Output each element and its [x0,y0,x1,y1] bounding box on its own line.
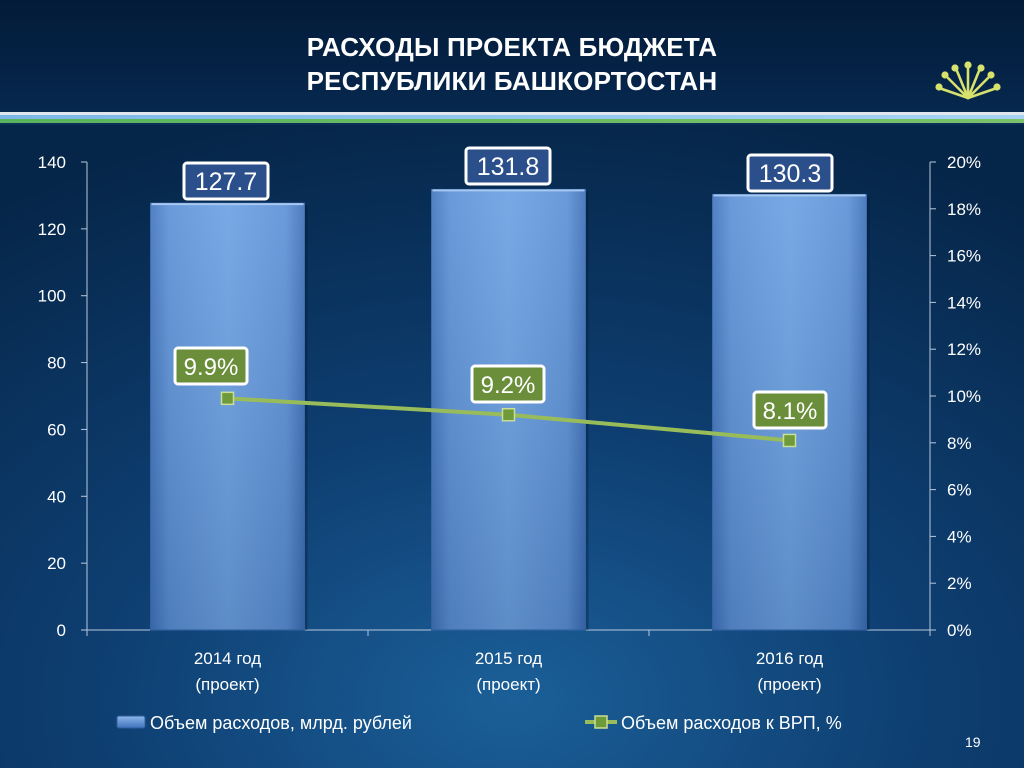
category-label: (проект) [195,675,259,694]
category-label: 2016 год [756,649,823,668]
kurai-flower-icon [935,61,1001,100]
bar-value-label: 131.8 [477,153,540,181]
header-band [0,0,1024,116]
legend-line-label: Объем расходов к ВРП, % [621,713,842,733]
left-tick-label: 0 [57,621,66,640]
bar-value-label: 127.7 [195,168,258,196]
left-tick-label: 40 [47,487,66,506]
right-tick-label: 6% [947,481,972,500]
line-value-label: 9.2% [481,372,536,399]
right-tick-label: 14% [947,293,981,312]
line-marker [782,433,797,448]
flag-stripe-green [0,119,1024,123]
legend-bar-label: Объем расходов, млрд. рублей [150,713,412,733]
category-label: (проект) [757,675,821,694]
left-tick-label: 60 [47,420,66,439]
line-value-label-box [752,390,828,430]
flag-stripe-blue [0,115,1024,119]
bar-value-label: 130.3 [759,160,822,188]
right-tick-label: 2% [947,574,972,593]
left-tick-label: 80 [47,354,66,373]
right-tick-label: 12% [947,340,981,359]
left-tick-label: 100 [38,287,66,306]
legend-bar-swatch [116,715,146,729]
bar-shade [150,203,305,631]
bar-value-label-box [182,161,270,201]
left-tick-label: 140 [38,153,66,172]
left-tick-label: 120 [38,220,66,239]
header-divider [0,112,1024,115]
category-label: 2015 год [475,649,542,668]
right-tick-label: 4% [947,527,972,546]
header-divider-shadow [0,123,1024,125]
bar-value-label-box [464,146,552,186]
line-value-label: 9.9% [184,354,239,381]
left-tick-label: 20 [47,554,66,573]
legend-line-marker [594,715,608,729]
line-marker [501,407,516,422]
line-value-label: 8.1% [763,398,818,425]
line-value-label-box [470,364,546,404]
line-marker [220,391,235,406]
category-label: 2014 год [194,649,261,668]
right-tick-label: 20% [947,153,981,172]
right-tick-label: 10% [947,387,981,406]
title-line-2: РЕСПУБЛИКИ БАШКОРТОСТАН [306,66,718,96]
right-tick-label: 18% [947,200,981,219]
right-tick-label: 0% [947,621,972,640]
title-line-1: РАСХОДЫ ПРОЕКТА БЮДЖЕТА [306,32,718,62]
page-title: РАСХОДЫ ПРОЕКТА БЮДЖЕТА РЕСПУБЛИКИ БАШКО… [0,30,1024,98]
right-tick-label: 16% [947,247,981,266]
right-tick-label: 8% [947,434,972,453]
bar-value-label-box [746,153,834,193]
category-label: (проект) [476,675,540,694]
page-number: 19 [965,734,981,750]
line-value-label-box [173,346,249,386]
